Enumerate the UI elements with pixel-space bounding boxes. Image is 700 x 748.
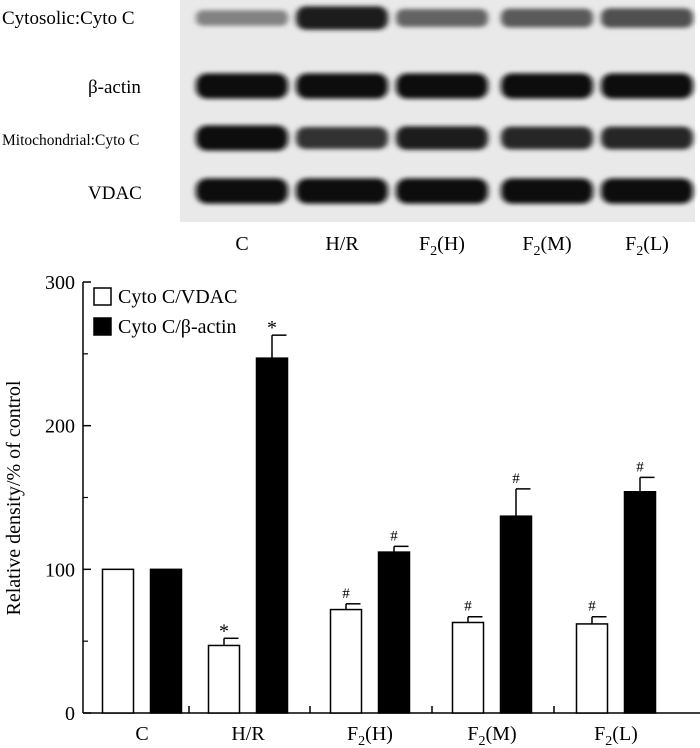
blot-row-label: Cytosolic:Cyto C (2, 8, 135, 29)
significance-marker: # (464, 599, 472, 615)
bar (255, 357, 289, 714)
y-tick-label: 100 (45, 559, 75, 581)
blot-band (601, 126, 693, 150)
legend-swatch (93, 287, 112, 306)
blot-band (296, 178, 388, 204)
blot-row-label: Mitochondrial:Cyto C (2, 132, 139, 149)
blot-lane-label: F2(L) (625, 233, 669, 259)
legend: Cyto C/VDAC Cyto C/β-actin (93, 286, 237, 338)
blot-row-label: VDAC (88, 183, 142, 204)
blot-band (396, 9, 488, 27)
blot-band (196, 73, 288, 99)
x-tick-label: C (135, 723, 148, 745)
bar (499, 515, 533, 714)
blot-band (296, 6, 388, 30)
blot-band (501, 126, 593, 150)
blot-band (601, 178, 693, 204)
blot-band (196, 125, 288, 151)
significance-marker: # (636, 459, 644, 475)
y-tick-label: 200 (45, 416, 75, 438)
blot-band (296, 127, 388, 149)
blot-lane-label: H/R (325, 233, 359, 255)
western-blot-panel: Cytosolic:Cyto C β-actin Mitochondrial:Cyt… (2, 0, 695, 259)
significance-marker: # (342, 586, 350, 602)
legend-label: Cyto C/VDAC (118, 286, 237, 308)
significance-marker: # (390, 528, 398, 544)
blot-band (396, 73, 488, 99)
blot-band (501, 8, 593, 28)
x-tick-label: H/R (231, 723, 265, 745)
x-tick-label: F2(L) (594, 723, 638, 748)
bar (207, 644, 241, 714)
bar (149, 568, 183, 714)
significance-marker: * (267, 317, 277, 339)
bars: * # # # * # # # (101, 317, 657, 714)
significance-marker: # (588, 599, 596, 615)
y-axis: 0 100 200 300 (45, 272, 91, 725)
blot-band (601, 73, 693, 99)
blot-band (196, 178, 288, 204)
blot-lane-labels: C H/R F2(H) F2(M) F2(L) (235, 233, 669, 259)
blot-band (601, 8, 693, 28)
bar (329, 608, 363, 714)
blot-row-label: β-actin (88, 77, 141, 98)
x-tick-label: F2(M) (467, 723, 516, 748)
blot-band (501, 178, 593, 204)
blot-lane-label: F2(M) (522, 233, 571, 259)
bar (451, 621, 485, 714)
blot-band (196, 10, 288, 26)
y-axis-title: Relative density/% of control (3, 380, 25, 615)
blot-band (501, 73, 593, 99)
blot-band (396, 178, 488, 204)
x-tick-label: F2(H) (347, 723, 393, 748)
significance-marker: # (512, 471, 520, 487)
bar (623, 491, 657, 714)
blot-lane-label: C (235, 233, 248, 255)
legend-label: Cyto C/β-actin (118, 316, 237, 338)
blot-band (396, 126, 488, 150)
blot-bands (196, 6, 693, 204)
blot-band (296, 73, 388, 99)
bar (377, 551, 411, 714)
significance-marker: * (219, 620, 229, 642)
blot-row-labels: Cytosolic:Cyto C β-actin Mitochondrial:Cyt… (2, 8, 142, 204)
y-tick-label: 300 (45, 272, 75, 294)
blot-lane-label: F2(H) (419, 233, 465, 259)
legend-swatch (93, 317, 112, 336)
bar (575, 623, 609, 714)
y-tick-label: 0 (65, 703, 75, 725)
bar (101, 568, 135, 714)
